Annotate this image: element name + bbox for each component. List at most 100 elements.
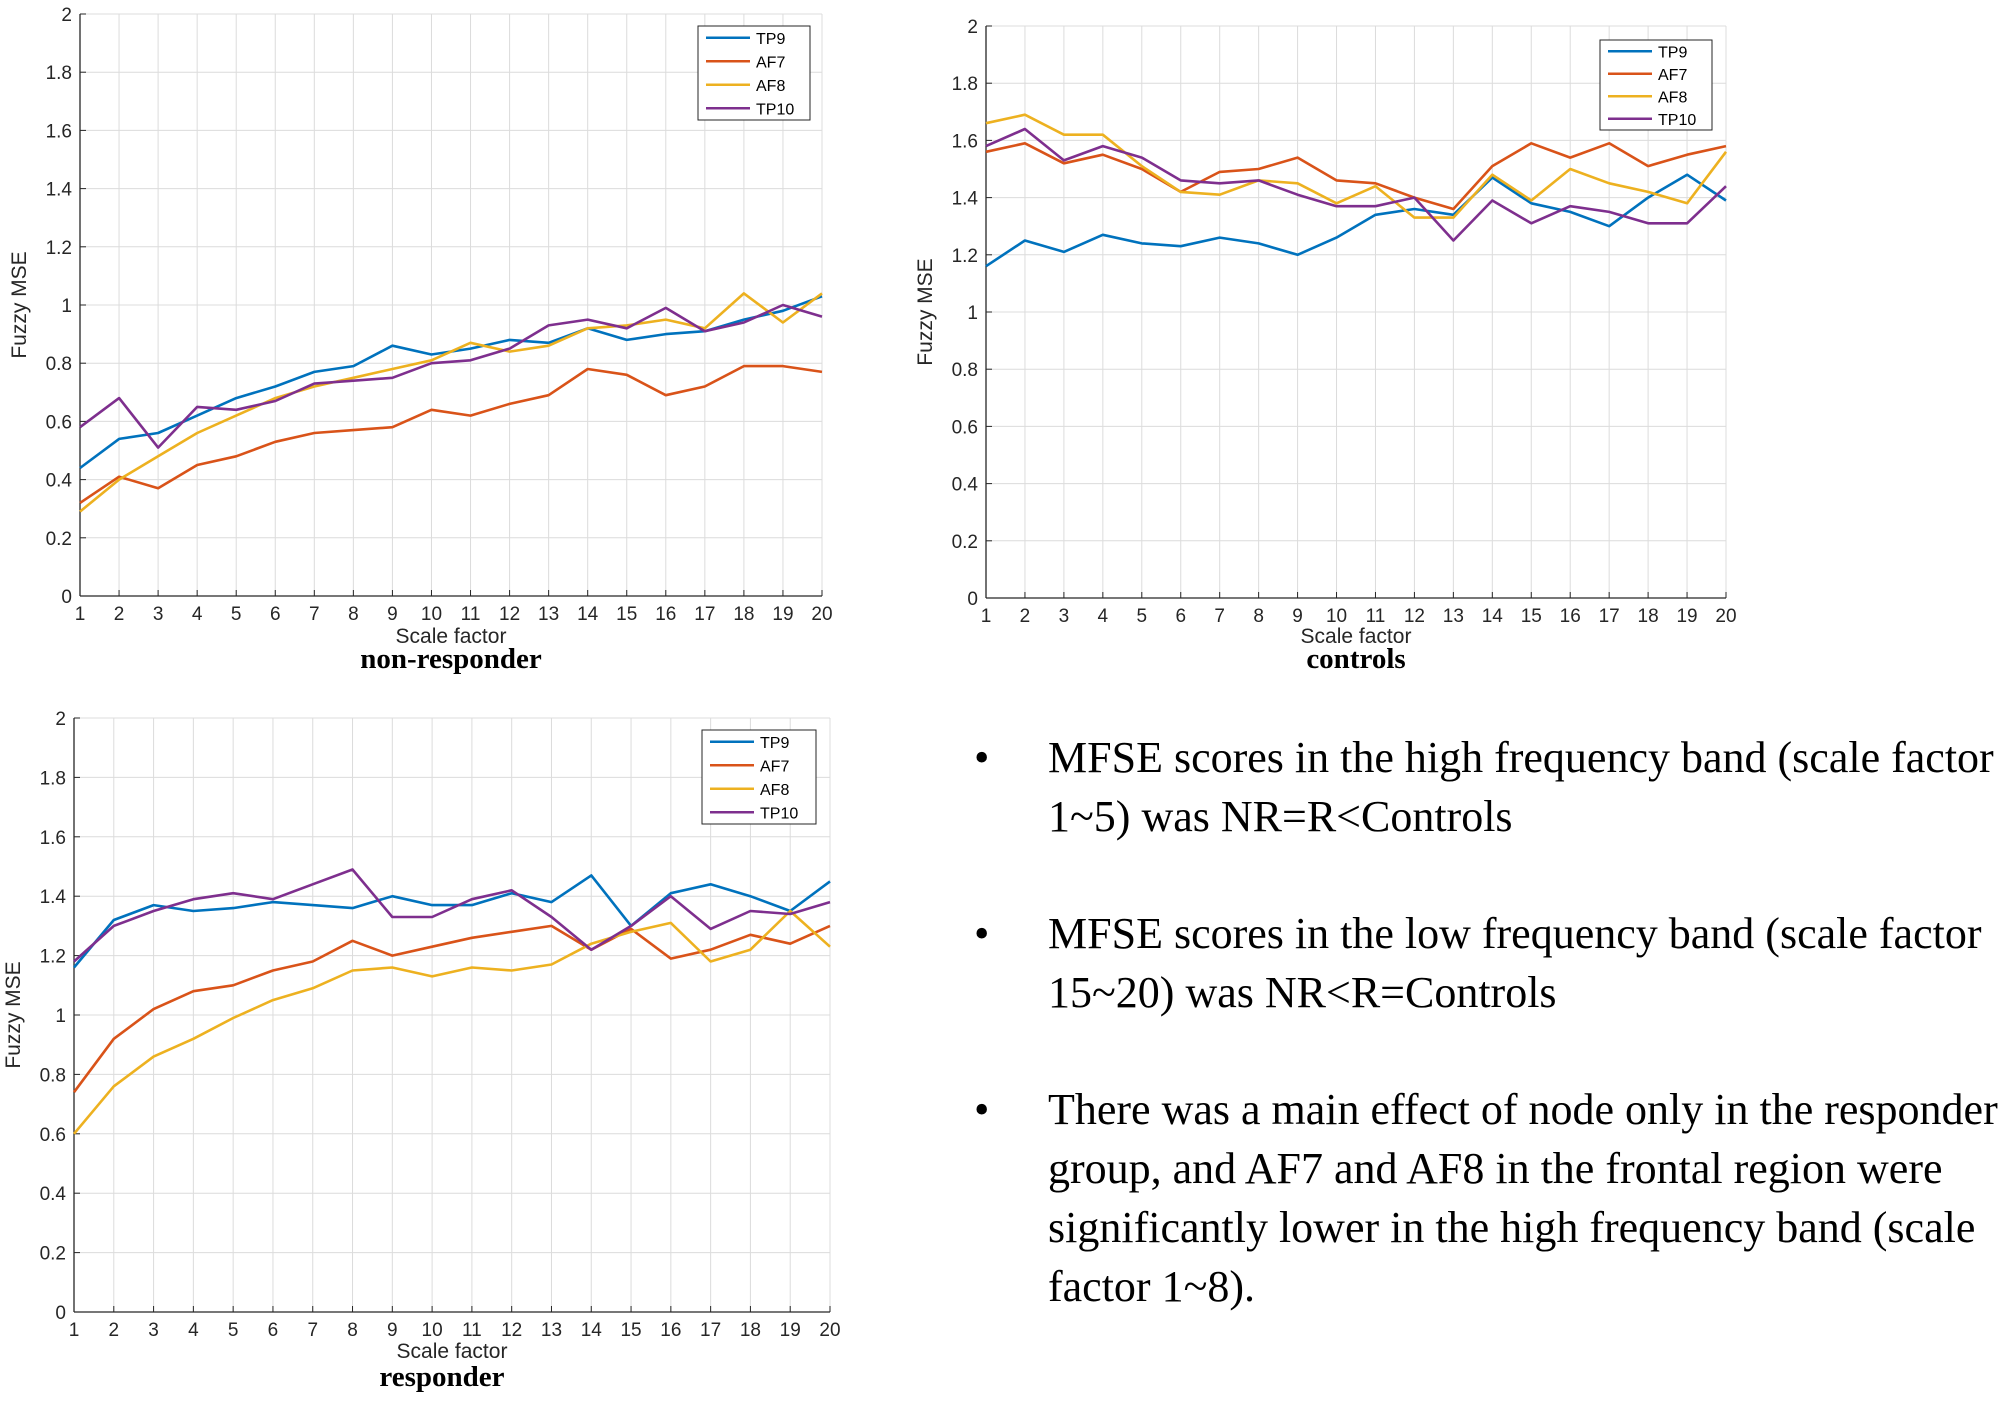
finding-item: • There was a main effect of node only in… [960,1080,2000,1316]
x-tick-label: 19 [772,604,793,625]
legend-entry: AF7 [756,54,785,71]
y-tick-label: 0.4 [46,471,73,492]
y-tick-label: 1.8 [952,74,978,95]
y-tick-label: 1 [55,1006,66,1027]
x-tick-label: 2 [1020,606,1031,627]
x-tick-label: 20 [1715,606,1736,627]
series-line-af8 [73,909,831,1135]
y-tick-label: 0 [61,587,72,608]
findings-list: • MFSE scores in the high frequency band … [960,728,2000,1374]
x-tick-label: 13 [541,1320,562,1341]
x-tick-label: 11 [462,1320,482,1341]
x-tick-label: 7 [309,604,320,625]
y-tick-label: 0.2 [40,1244,66,1265]
y-tick-label: 1.2 [46,238,72,259]
panel-title: non-responder [360,643,542,675]
x-tick-label: 11 [461,604,481,625]
x-tick-label: 13 [1443,606,1464,627]
panel-title: responder [379,1361,504,1393]
y-tick-label: 2 [967,17,978,38]
x-tick-label: 8 [348,604,359,625]
legend-entry: TP10 [760,805,798,822]
finding-item: • MFSE scores in the low frequency band (… [960,904,2000,1022]
legend-entry: AF7 [1658,67,1687,84]
x-tick-label: 4 [188,1320,199,1341]
x-tick-label: 12 [501,1320,522,1341]
x-axis-label: Scale factor [396,625,507,648]
x-tick-label: 15 [620,1320,641,1341]
legend-box [697,25,811,121]
x-tick-label: 10 [422,1320,443,1341]
y-axis-label: Fuzzy MSE [914,258,937,365]
x-tick-label: 16 [660,1320,681,1341]
grid [985,25,1727,599]
bullet-icon: • [974,733,990,782]
x-tick-label: 16 [655,604,676,625]
x-tick-label: 13 [538,604,559,625]
series-line-af7 [985,142,1727,211]
chart-panel-responder: 1 2 3 4 5 6 7 8 9 10 11 12 13 14 15 16 17 18 19 2000.20.40.… [2,709,841,1393]
y-tick-label: 1 [61,296,72,317]
legend-entry: AF8 [756,78,785,95]
y-tick-label: 0.8 [46,354,72,375]
x-tick-label: 11 [1366,606,1386,627]
series-line-af7 [79,364,823,504]
x-tick-label: 19 [1676,606,1697,627]
x-tick-label: 15 [616,604,637,625]
x-tick-label: 2 [109,1320,120,1341]
y-tick-label: 1.6 [952,131,978,152]
x-tick-label: 20 [811,604,832,625]
x-tick-label: 15 [1521,606,1542,627]
x-tick-label: 10 [1326,606,1347,627]
x-tick-label: 9 [387,604,398,625]
series-line-af8 [985,113,1728,219]
x-tick-label: 5 [228,1320,239,1341]
x-tick-label: 1 [75,604,86,625]
legend-entry: TP10 [1658,112,1696,129]
x-tick-label: 12 [1404,606,1425,627]
y-tick-label: 0.8 [40,1065,66,1086]
finding-item: • MFSE scores in the high frequency band … [960,728,2000,846]
y-tick-label: 1.4 [40,887,67,908]
y-tick-label: 2 [55,709,66,730]
x-tick-label: 9 [387,1320,398,1341]
x-tick-label: 8 [1253,606,1264,627]
y-tick-label: 0.2 [46,529,72,550]
y-tick-label: 1.6 [40,828,66,849]
legend-entry: TP9 [756,31,785,48]
legend-entry: TP9 [760,735,789,752]
x-tick-label: 6 [1175,606,1186,627]
finding-text: MFSE scores in the high frequency band (… [1048,733,1994,841]
x-tick-label: 3 [148,1320,159,1341]
x-axis-label: Scale factor [1301,625,1412,648]
legend-entry: AF8 [1658,89,1687,106]
x-tick-label: 14 [581,1320,603,1341]
y-tick-label: 0.8 [952,360,978,381]
x-tick-label: 18 [740,1320,761,1341]
y-tick-label: 0.6 [40,1125,66,1146]
y-tick-label: 0 [55,1303,66,1324]
x-tick-label: 19 [780,1320,801,1341]
x-tick-label: 20 [819,1320,840,1341]
x-tick-label: 16 [1560,606,1581,627]
x-tick-label: 8 [347,1320,358,1341]
legend-entry: TP10 [756,101,794,118]
grid [79,13,823,597]
x-tick-label: 4 [192,604,203,625]
x-tick-label: 7 [307,1320,318,1341]
x-tick-label: 5 [1137,606,1148,627]
panel-title: controls [1306,643,1405,675]
x-tick-label: 17 [700,1320,721,1341]
series-line-tp9 [73,874,831,969]
y-tick-label: 0.6 [952,417,978,438]
bullet-icon: • [974,1085,990,1134]
y-tick-label: 0.4 [952,475,979,496]
x-tick-label: 2 [114,604,125,625]
y-tick-label: 0 [967,589,978,610]
bullet-icon: • [974,909,990,958]
chart-panel-controls: 1 2 3 4 5 6 7 8 9 10 11 12 13 14 15 16 17 18 19 2000.20.40.… [914,17,1737,675]
x-tick-label: 17 [694,604,715,625]
y-tick-label: 1.8 [46,63,72,84]
legend-box [1599,39,1713,131]
finding-text: There was a main effect of node only in … [1048,1085,1998,1311]
